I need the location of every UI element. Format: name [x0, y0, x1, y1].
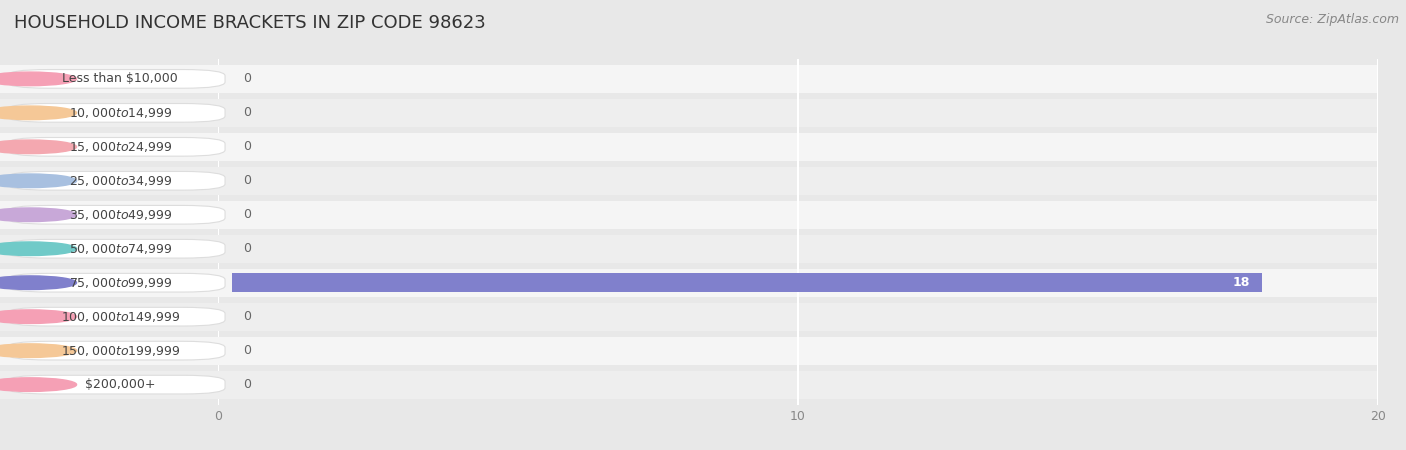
Bar: [218, 205, 228, 224]
Text: 0: 0: [243, 140, 250, 153]
Bar: [218, 269, 1378, 297]
Text: $200,000+: $200,000+: [86, 378, 156, 391]
Circle shape: [0, 208, 76, 221]
Bar: [218, 307, 228, 326]
Text: HOUSEHOLD INCOME BRACKETS IN ZIP CODE 98623: HOUSEHOLD INCOME BRACKETS IN ZIP CODE 98…: [14, 14, 486, 32]
Text: $50,000 to $74,999: $50,000 to $74,999: [69, 242, 172, 256]
Text: 0: 0: [243, 242, 250, 255]
Circle shape: [0, 344, 76, 357]
Bar: [218, 201, 1378, 229]
Text: 0: 0: [243, 310, 250, 323]
Circle shape: [0, 174, 76, 188]
Text: 0: 0: [243, 344, 250, 357]
FancyBboxPatch shape: [7, 307, 225, 326]
Bar: [218, 371, 1378, 399]
FancyBboxPatch shape: [0, 133, 232, 161]
Circle shape: [0, 378, 76, 392]
Text: 0: 0: [243, 378, 250, 391]
Text: 18: 18: [1233, 276, 1250, 289]
Text: $150,000 to $199,999: $150,000 to $199,999: [60, 344, 180, 358]
FancyBboxPatch shape: [0, 167, 232, 195]
FancyBboxPatch shape: [0, 65, 232, 93]
Circle shape: [0, 310, 76, 324]
FancyBboxPatch shape: [7, 341, 225, 360]
Bar: [218, 337, 1378, 365]
Bar: [218, 375, 228, 394]
Bar: [218, 171, 228, 190]
Circle shape: [0, 242, 76, 256]
FancyBboxPatch shape: [7, 138, 225, 156]
FancyBboxPatch shape: [7, 70, 225, 88]
Bar: [218, 167, 1378, 195]
Bar: [218, 235, 1378, 263]
Bar: [218, 133, 1378, 161]
FancyBboxPatch shape: [7, 375, 225, 394]
Text: $15,000 to $24,999: $15,000 to $24,999: [69, 140, 172, 154]
Text: $100,000 to $149,999: $100,000 to $149,999: [60, 310, 180, 324]
Text: Source: ZipAtlas.com: Source: ZipAtlas.com: [1265, 14, 1399, 27]
Text: 0: 0: [243, 106, 250, 119]
FancyBboxPatch shape: [0, 235, 232, 263]
Bar: [218, 303, 1378, 331]
Bar: [218, 341, 228, 360]
Circle shape: [0, 140, 76, 153]
FancyBboxPatch shape: [7, 273, 225, 292]
Bar: [218, 65, 1378, 93]
Text: $35,000 to $49,999: $35,000 to $49,999: [69, 208, 172, 222]
Circle shape: [0, 72, 76, 86]
FancyBboxPatch shape: [7, 205, 225, 224]
Text: Less than $10,000: Less than $10,000: [62, 72, 179, 86]
FancyBboxPatch shape: [0, 303, 232, 331]
Bar: [218, 99, 1378, 127]
Circle shape: [0, 276, 76, 289]
FancyBboxPatch shape: [0, 371, 232, 399]
FancyBboxPatch shape: [7, 171, 225, 190]
Text: 0: 0: [243, 208, 250, 221]
FancyBboxPatch shape: [0, 337, 232, 365]
Bar: [218, 239, 228, 258]
Bar: [218, 138, 228, 156]
FancyBboxPatch shape: [7, 104, 225, 122]
Text: 0: 0: [243, 174, 250, 187]
Text: 0: 0: [243, 72, 250, 86]
FancyBboxPatch shape: [7, 239, 225, 258]
FancyBboxPatch shape: [0, 201, 232, 229]
FancyBboxPatch shape: [0, 99, 232, 127]
Bar: [218, 104, 228, 122]
Text: $75,000 to $99,999: $75,000 to $99,999: [69, 276, 172, 290]
Circle shape: [0, 106, 76, 120]
Bar: [218, 70, 228, 88]
Text: $25,000 to $34,999: $25,000 to $34,999: [69, 174, 172, 188]
Bar: [218, 273, 1263, 292]
FancyBboxPatch shape: [0, 269, 232, 297]
Text: $10,000 to $14,999: $10,000 to $14,999: [69, 106, 172, 120]
